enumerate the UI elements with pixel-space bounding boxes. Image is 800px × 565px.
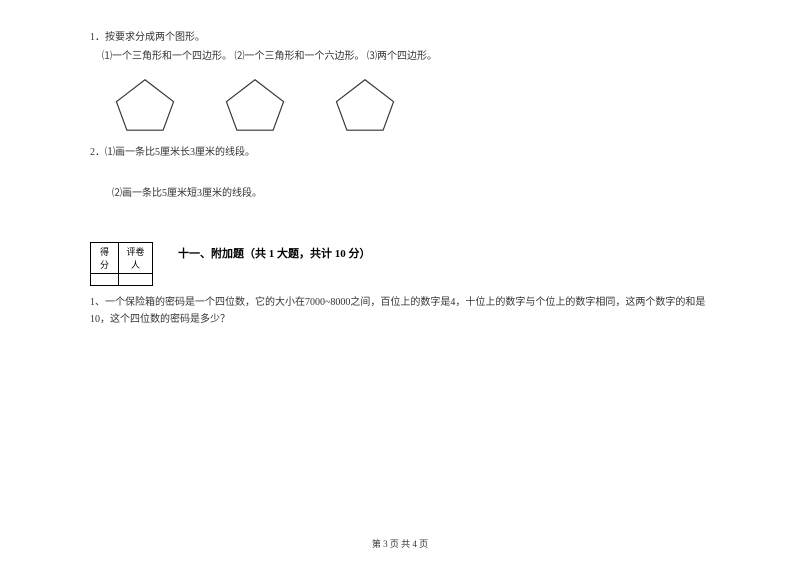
question-2-part2: ⑵画一条比5厘米短3厘米的线段。 bbox=[90, 186, 710, 202]
question-2-part1: 2．⑴画一条比5厘米长3厘米的线段。 bbox=[90, 145, 710, 161]
spacer bbox=[90, 205, 710, 227]
score-cell bbox=[91, 274, 119, 286]
pentagon-1 bbox=[110, 75, 180, 135]
pentagon-shape bbox=[226, 80, 283, 130]
score-label: 得分 bbox=[91, 243, 119, 274]
spacer bbox=[90, 164, 710, 186]
bonus-question: 1、一个保险箱的密码是一个四位数，它的大小在7000~8000之间，百位上的数字… bbox=[90, 294, 710, 328]
pentagons-row bbox=[110, 75, 710, 135]
pentagon-3 bbox=[330, 75, 400, 135]
pentagon-2 bbox=[220, 75, 290, 135]
pentagon-shape bbox=[336, 80, 393, 130]
grader-cell bbox=[119, 274, 153, 286]
grader-label: 评卷人 bbox=[119, 243, 153, 274]
score-section: 得分 评卷人 十一、附加题（共 1 大题，共计 10 分） bbox=[90, 242, 710, 286]
score-table: 得分 评卷人 bbox=[90, 242, 153, 286]
page-content: 1．按要求分成两个图形。 ⑴一个三角形和一个四边形。 ⑵一个三角形和一个六边形。… bbox=[0, 0, 800, 328]
pentagon-shape bbox=[116, 80, 173, 130]
section-title: 十一、附加题（共 1 大题，共计 10 分） bbox=[178, 245, 371, 261]
page-footer: 第 3 页 共 4 页 bbox=[0, 537, 800, 550]
question-1-title: 1．按要求分成两个图形。 bbox=[90, 30, 710, 46]
question-1-parts: ⑴一个三角形和一个四边形。 ⑵一个三角形和一个六边形。 ⑶两个四边形。 bbox=[90, 49, 710, 65]
